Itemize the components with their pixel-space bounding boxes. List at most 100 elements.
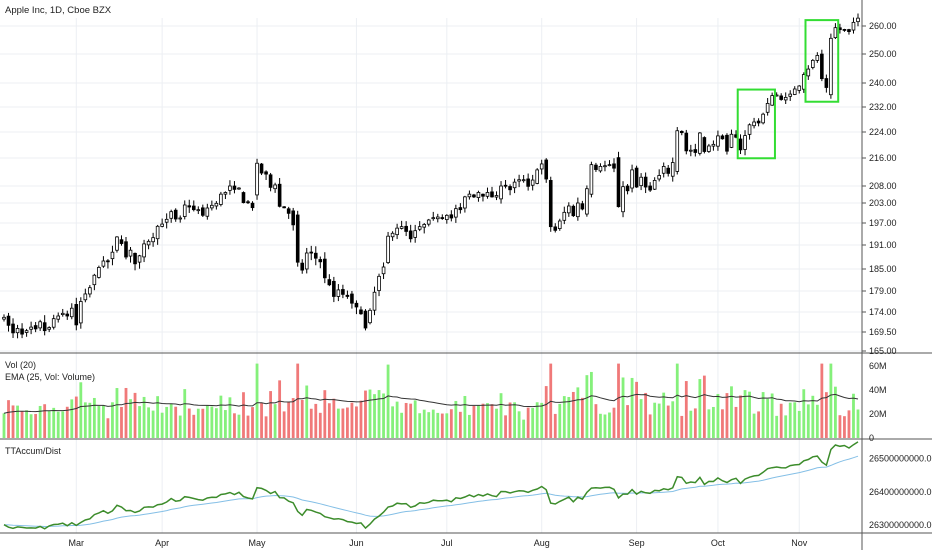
candle-body[interactable]: [548, 180, 553, 228]
candle-body[interactable]: [309, 251, 314, 254]
candle-body[interactable]: [88, 287, 92, 295]
volume-bar[interactable]: [531, 408, 535, 438]
candle-body[interactable]: [250, 202, 255, 209]
candle-body[interactable]: [345, 294, 350, 297]
volume-bar[interactable]: [7, 400, 10, 438]
candle-body[interactable]: [390, 232, 395, 238]
candle-body[interactable]: [341, 289, 345, 295]
candle-body[interactable]: [770, 95, 774, 106]
volume-bar[interactable]: [309, 408, 313, 438]
candle-body[interactable]: [101, 260, 106, 267]
volume-bar[interactable]: [653, 402, 657, 438]
volume-bar[interactable]: [233, 413, 236, 438]
volume-bar[interactable]: [61, 411, 65, 438]
candle-body[interactable]: [241, 192, 246, 204]
candle-body[interactable]: [115, 236, 119, 251]
candle-body[interactable]: [146, 240, 151, 246]
volume-bar[interactable]: [517, 411, 521, 438]
candle-body[interactable]: [675, 130, 680, 172]
candle-body[interactable]: [693, 149, 698, 153]
candle-body[interactable]: [842, 29, 847, 31]
volume-bar[interactable]: [626, 405, 629, 438]
volume-bar[interactable]: [617, 363, 620, 438]
volume-bar[interactable]: [671, 401, 675, 438]
candle-body[interactable]: [639, 176, 643, 187]
candle-body[interactable]: [499, 185, 503, 200]
volume-bar[interactable]: [323, 390, 327, 438]
volume-bar[interactable]: [346, 407, 349, 438]
volume-bar[interactable]: [852, 393, 855, 438]
candle-body[interactable]: [15, 328, 20, 334]
volume-bar[interactable]: [770, 393, 774, 438]
candle-body[interactable]: [404, 225, 408, 232]
volume-bar[interactable]: [621, 377, 625, 438]
candle-body[interactable]: [820, 53, 824, 80]
volume-bar[interactable]: [327, 403, 331, 438]
volume-bar[interactable]: [52, 407, 56, 438]
volume-bar[interactable]: [499, 393, 503, 438]
volume-bar[interactable]: [336, 408, 340, 438]
candle-body[interactable]: [210, 204, 214, 209]
volume-bar[interactable]: [666, 405, 670, 438]
candle-body[interactable]: [643, 176, 648, 188]
volume-bar[interactable]: [102, 405, 105, 438]
candle-body[interactable]: [783, 97, 788, 101]
volume-bar[interactable]: [368, 389, 372, 438]
volume-bar[interactable]: [680, 415, 684, 438]
volume-bar[interactable]: [278, 380, 282, 438]
candle-body[interactable]: [517, 179, 521, 182]
volume-bar[interactable]: [65, 406, 69, 438]
candle-body[interactable]: [304, 252, 309, 270]
candle-body[interactable]: [607, 164, 612, 167]
volume-bar[interactable]: [757, 411, 760, 438]
candle-body[interactable]: [720, 135, 725, 140]
candle-body[interactable]: [738, 138, 743, 151]
candle-body[interactable]: [621, 186, 625, 213]
volume-bar[interactable]: [562, 396, 566, 438]
volume-bar[interactable]: [192, 414, 196, 438]
candle-body[interactable]: [679, 130, 684, 134]
candle-body[interactable]: [65, 313, 70, 317]
candle-body[interactable]: [747, 124, 752, 135]
candle-body[interactable]: [702, 137, 707, 152]
candle-body[interactable]: [205, 207, 210, 217]
volume-bar[interactable]: [201, 408, 205, 438]
volume-bar[interactable]: [165, 406, 169, 438]
volume-bar[interactable]: [255, 363, 259, 438]
candle-body[interactable]: [445, 214, 449, 221]
volume-bar[interactable]: [463, 395, 467, 438]
candle-body[interactable]: [761, 113, 765, 124]
volume-bar[interactable]: [797, 410, 801, 438]
volume-bar[interactable]: [707, 409, 711, 438]
candle-body[interactable]: [585, 188, 589, 215]
volume-bar[interactable]: [675, 363, 679, 438]
candle-body[interactable]: [467, 193, 472, 198]
volume-bar[interactable]: [540, 402, 544, 438]
candle-body[interactable]: [232, 185, 237, 190]
candle-body[interactable]: [259, 163, 264, 174]
candle-body[interactable]: [449, 214, 454, 219]
candle-body[interactable]: [92, 274, 97, 286]
candle-body[interactable]: [576, 202, 580, 218]
candle-body[interactable]: [282, 206, 286, 209]
candle-body[interactable]: [33, 325, 38, 330]
candle-body[interactable]: [137, 255, 142, 263]
volume-bar[interactable]: [38, 405, 42, 438]
candle-body[interactable]: [83, 293, 88, 301]
volume-bar[interactable]: [662, 392, 666, 438]
candle-body[interactable]: [318, 259, 323, 263]
volume-bar[interactable]: [576, 387, 580, 438]
candle-body[interactable]: [178, 217, 183, 220]
volume-bar[interactable]: [43, 404, 47, 438]
accum-dist-line[interactable]: [3, 441, 859, 530]
volume-bar[interactable]: [124, 387, 128, 438]
candle-body[interactable]: [856, 17, 860, 23]
volume-bar[interactable]: [183, 389, 187, 438]
volume-bar[interactable]: [169, 403, 173, 438]
volume-bar[interactable]: [382, 393, 385, 438]
candle-body[interactable]: [182, 204, 187, 217]
volume-bar[interactable]: [630, 377, 634, 438]
volume-bar[interactable]: [490, 404, 494, 438]
candle-body[interactable]: [11, 323, 15, 334]
candle-body[interactable]: [729, 133, 734, 148]
